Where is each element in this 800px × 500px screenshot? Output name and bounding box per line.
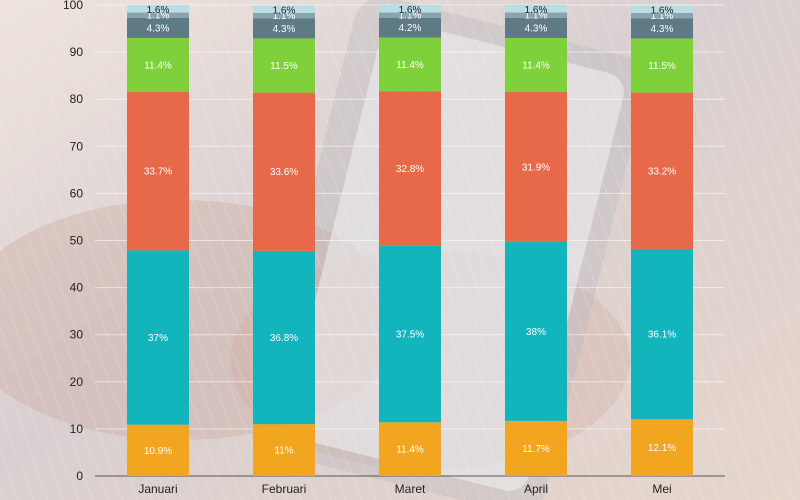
bar-segment — [631, 18, 693, 39]
bar-segment — [505, 241, 567, 421]
y-tick-label: 80 — [70, 92, 84, 106]
bar-segment — [379, 37, 441, 92]
data-label: 4.3% — [273, 24, 296, 35]
data-label: 1.6% — [399, 5, 422, 16]
bar-segment — [127, 12, 189, 18]
data-label: 36.1% — [648, 329, 676, 340]
data-label: 11.4% — [396, 445, 424, 456]
bar-segment — [379, 5, 441, 13]
bar-segment — [379, 17, 441, 38]
data-label: 4.3% — [525, 23, 548, 34]
data-label: 11.4% — [144, 60, 172, 71]
y-tick-label: 90 — [70, 45, 84, 59]
bar-segment — [505, 420, 567, 476]
data-label: 32.8% — [396, 164, 424, 175]
bar-segment — [505, 12, 567, 18]
bar-segment — [379, 91, 441, 246]
data-label: 1.1% — [147, 11, 170, 22]
bar-segment — [505, 5, 567, 13]
bar-segment — [631, 13, 693, 19]
data-label: 1.1% — [525, 11, 548, 22]
bar-segment — [253, 92, 315, 251]
bar-segment — [127, 37, 189, 92]
data-label: 36.8% — [270, 333, 298, 344]
bar-segment — [253, 250, 315, 425]
bar-segment — [127, 424, 189, 476]
y-tick-label: 30 — [70, 328, 84, 342]
bar-segment — [127, 91, 189, 251]
x-category-label: Februari — [262, 482, 307, 496]
data-label: 1.1% — [273, 11, 296, 22]
y-tick-label: 50 — [70, 234, 84, 248]
data-label: 1.1% — [399, 11, 422, 22]
data-label: 10.9% — [144, 446, 172, 457]
y-tick-label: 0 — [76, 469, 83, 483]
bar-segment — [127, 250, 189, 425]
bar-segment — [379, 245, 441, 423]
data-label: 4.3% — [147, 23, 170, 34]
data-label: 12.1% — [648, 443, 676, 454]
bar-segment — [505, 91, 567, 242]
x-category-label: Mei — [652, 482, 671, 496]
data-label: 1.6% — [525, 5, 548, 16]
y-tick-label: 10 — [70, 422, 84, 436]
data-label: 37.5% — [396, 329, 424, 340]
data-label: 11.4% — [396, 60, 424, 71]
bar-segment — [379, 422, 441, 476]
bar-segment — [253, 424, 315, 476]
x-category-label: April — [524, 482, 548, 496]
bar-segment — [253, 13, 315, 19]
data-label: 33.2% — [648, 166, 676, 177]
bar-segment — [631, 248, 693, 420]
bar-segment — [505, 17, 567, 38]
bar-segment — [127, 5, 189, 13]
bar-segment — [505, 37, 567, 92]
bar-segment — [631, 38, 693, 93]
data-label: 11.4% — [522, 60, 550, 71]
bar-segment — [631, 92, 693, 249]
y-tick-label: 70 — [70, 139, 84, 153]
bar-segment — [253, 18, 315, 39]
y-tick-label: 60 — [70, 186, 84, 200]
y-tick-label: 40 — [70, 281, 84, 295]
data-label: 38% — [526, 327, 546, 338]
x-category-label: Maret — [395, 482, 426, 496]
data-label: 33.7% — [144, 167, 172, 178]
data-label: 11.7% — [522, 444, 550, 455]
bar-segment — [253, 38, 315, 93]
data-label: 31.9% — [522, 162, 550, 173]
bar-segment — [631, 5, 693, 14]
data-label: 33.6% — [270, 167, 298, 178]
bar-segment — [379, 12, 441, 18]
y-tick-label: 20 — [70, 375, 84, 389]
data-label: 11% — [274, 446, 293, 457]
x-category-label: Januari — [138, 482, 177, 496]
y-tick-label: 100 — [63, 0, 83, 12]
data-label: 1.6% — [273, 5, 296, 16]
data-label: 1.6% — [651, 5, 674, 16]
data-label: 11.5% — [648, 61, 676, 72]
data-label: 1.6% — [147, 5, 170, 16]
bar-segment — [631, 419, 693, 476]
data-label: 11.5% — [270, 61, 298, 72]
bar-segment — [253, 5, 315, 14]
data-label: 4.3% — [651, 24, 674, 35]
data-label: 4.2% — [399, 23, 422, 34]
data-label: 1.1% — [651, 11, 674, 22]
bar-segment — [127, 17, 189, 38]
data-label: 37% — [148, 333, 168, 344]
